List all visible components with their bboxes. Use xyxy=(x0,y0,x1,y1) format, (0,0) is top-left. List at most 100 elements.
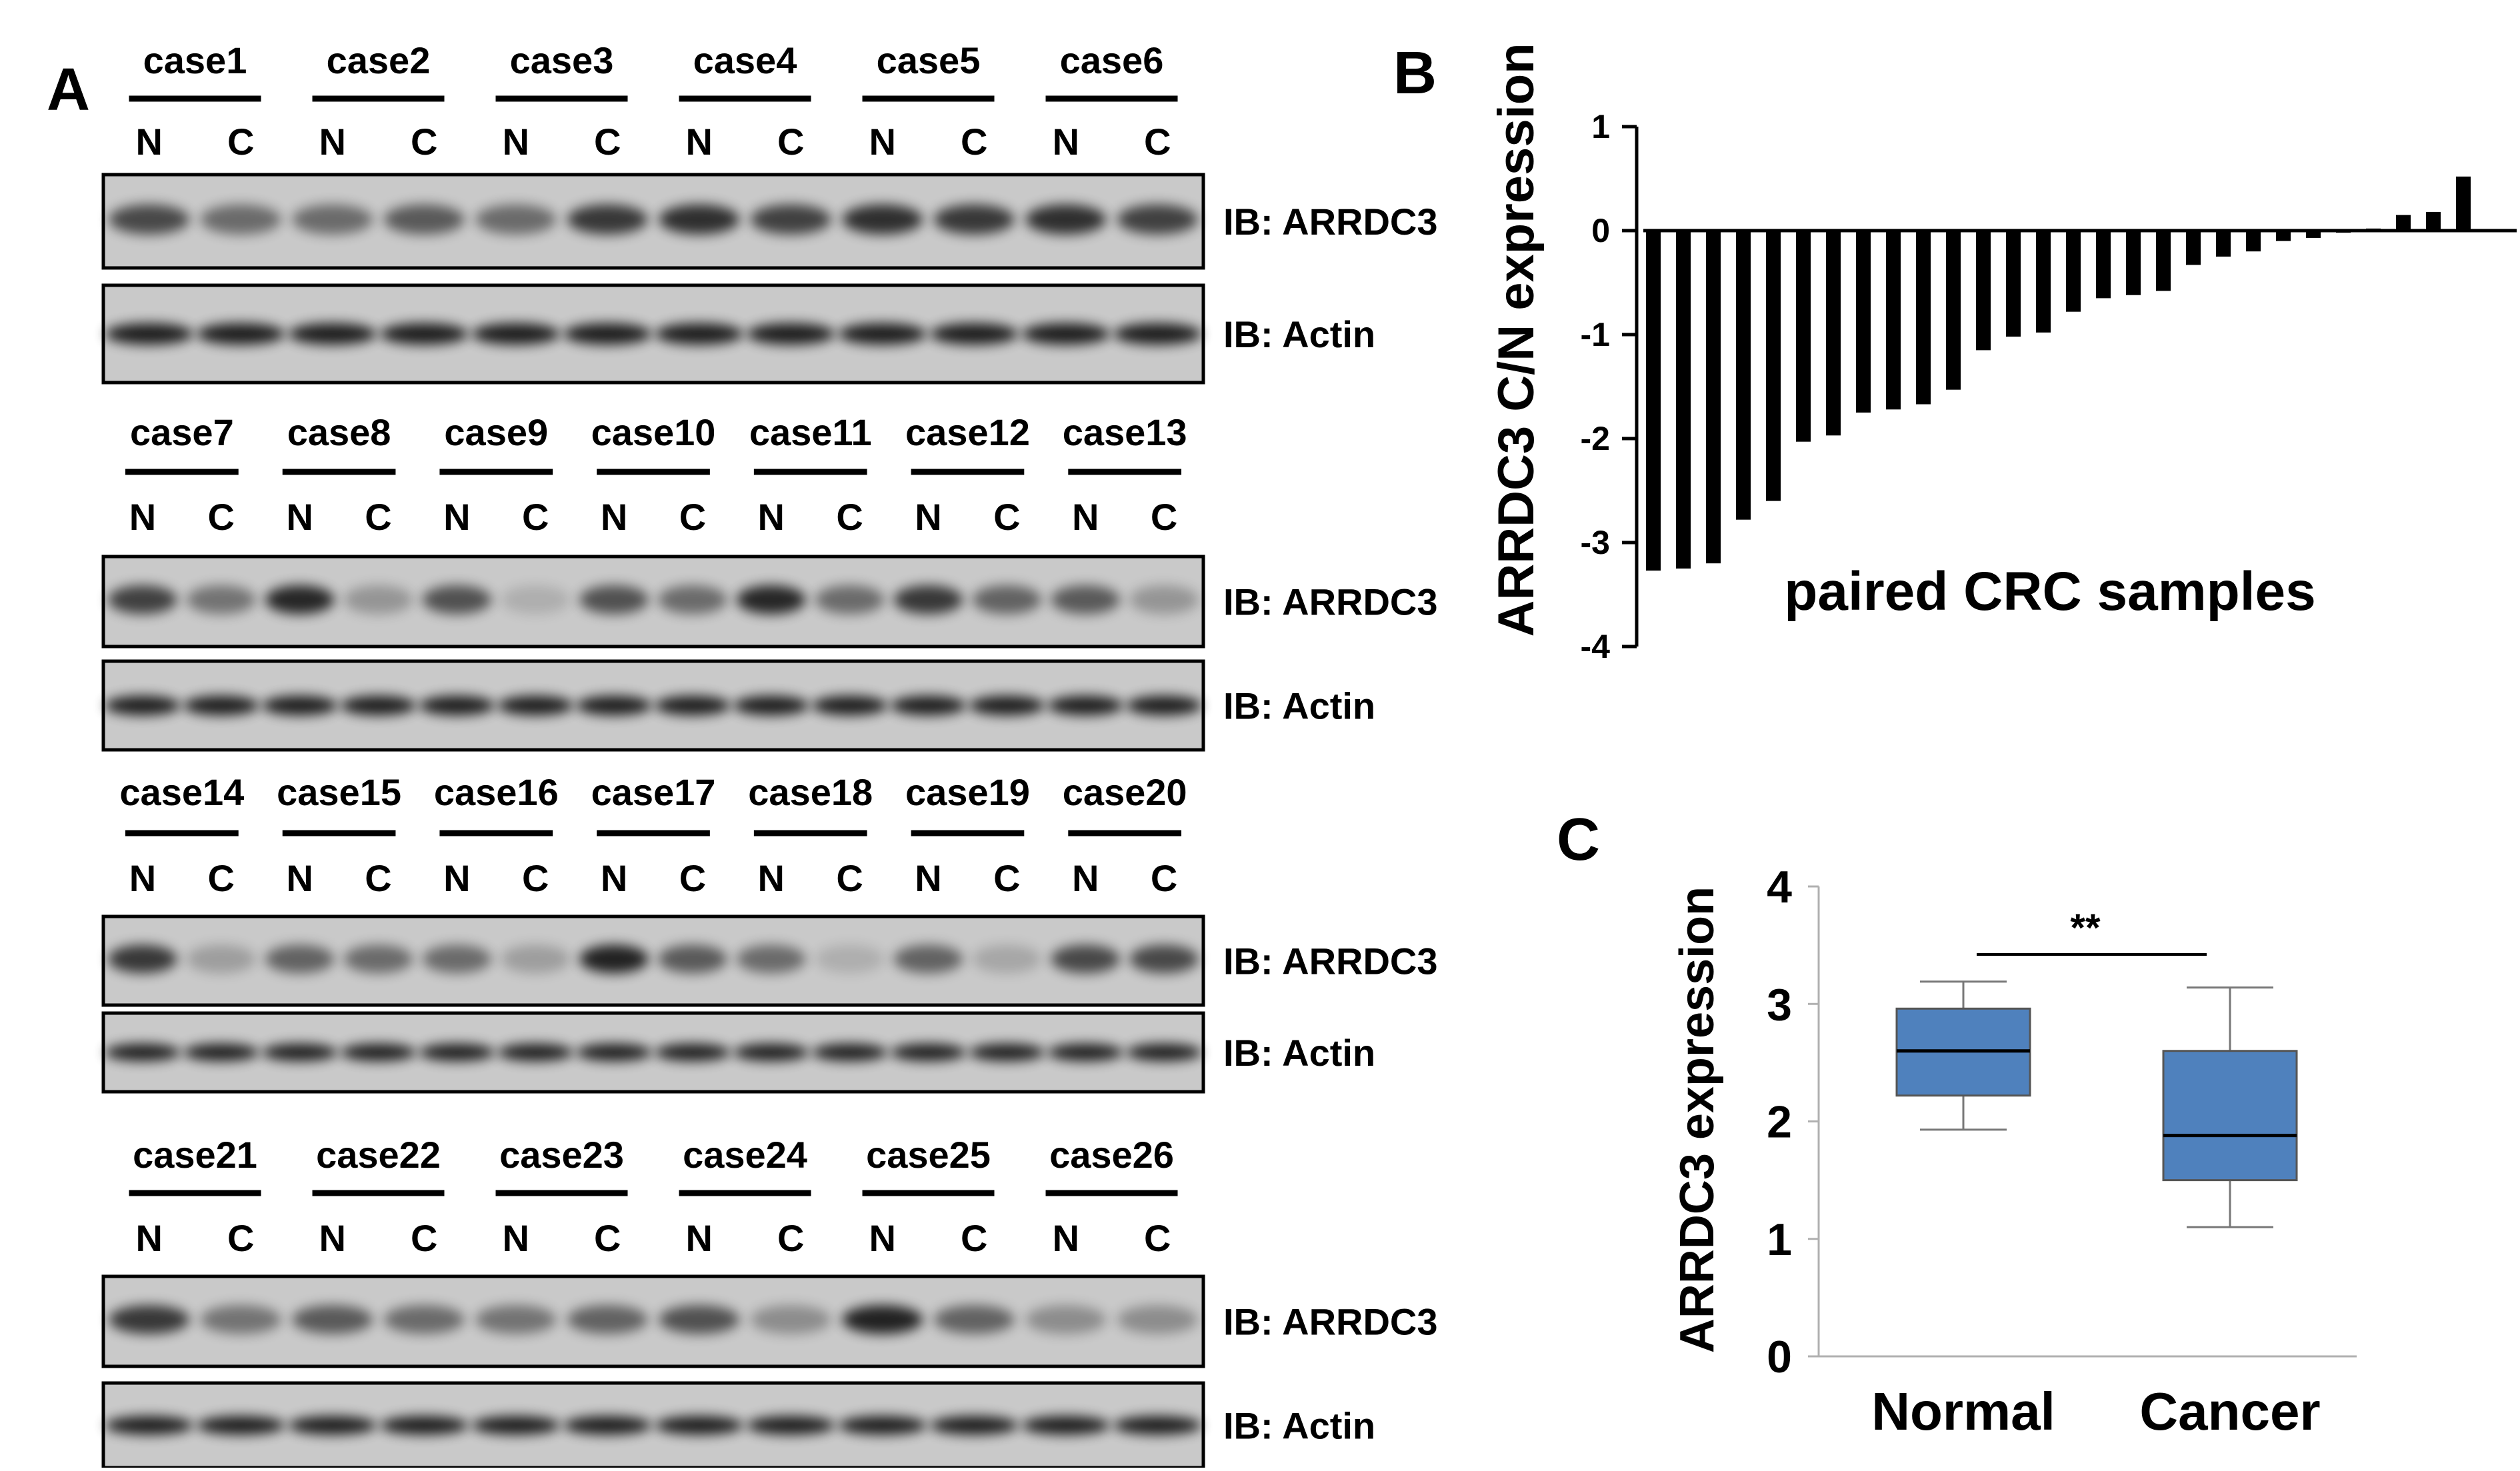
actin-band xyxy=(563,1416,652,1435)
lane-label-normal: N xyxy=(286,857,313,899)
lane-label-cancer: C xyxy=(411,1217,437,1259)
arrdc3-band xyxy=(933,1305,1015,1334)
blot-label-arrdc3: IB: ARRDC3 xyxy=(1223,201,1437,243)
blot-label-actin: IB: Actin xyxy=(1223,1405,1375,1447)
arrdc3-band xyxy=(343,944,413,974)
case-label: case18 xyxy=(748,771,873,813)
bar xyxy=(1766,231,1781,501)
lane-label-cancer: C xyxy=(1144,121,1171,163)
actin-band xyxy=(655,1044,731,1061)
actin-band xyxy=(380,323,469,345)
arrdc3-band xyxy=(186,944,256,974)
y-tick-label: 2 xyxy=(1767,1097,1792,1148)
actin-band xyxy=(838,323,927,345)
case-label: case24 xyxy=(683,1134,807,1176)
category-label: Cancer xyxy=(2139,1382,2320,1441)
arrdc3-band xyxy=(736,944,806,974)
actin-band xyxy=(930,1416,1019,1435)
arrdc3-blot-panel xyxy=(101,173,1205,270)
bar xyxy=(1886,231,1901,410)
box-plot-expression: 0 1 2 3 4 Normal Cancer ** ARRDC3 expression xyxy=(1671,862,2357,1441)
arrdc3-band xyxy=(567,204,648,235)
bar xyxy=(1796,231,1811,442)
x-axis-label: paired CRC samples xyxy=(1784,561,2316,622)
case-label: case14 xyxy=(119,771,244,813)
arrdc3-band xyxy=(893,944,963,974)
actin-band xyxy=(576,1044,652,1061)
arrdc3-band xyxy=(475,204,557,235)
arrdc3-band xyxy=(842,204,923,235)
lane-label-normal: N xyxy=(758,857,785,899)
arrdc3-band xyxy=(292,1305,373,1334)
actin-band xyxy=(419,695,495,716)
bar xyxy=(2276,231,2291,241)
arrdc3-band xyxy=(109,1305,190,1334)
lane-label-cancer: C xyxy=(208,857,235,899)
lane-label-cancer: C xyxy=(1151,857,1177,899)
lane-label-normal: N xyxy=(1072,496,1099,538)
actin-band xyxy=(930,323,1019,345)
actin-band xyxy=(655,1416,743,1435)
case-label: case13 xyxy=(1063,411,1187,453)
actin-band xyxy=(183,695,259,716)
case-label: case1 xyxy=(143,39,247,81)
actin-band xyxy=(747,1416,835,1435)
bar xyxy=(2336,231,2351,233)
actin-band xyxy=(105,323,193,345)
y-tick-label: 4 xyxy=(1767,862,1792,912)
lane-label-cancer: C xyxy=(227,121,254,163)
actin-band xyxy=(838,1416,927,1435)
lane-label-cancer: C xyxy=(993,857,1020,899)
y-tick-label: -1 xyxy=(1581,316,1610,353)
arrdc3-band xyxy=(579,585,649,615)
actin-band xyxy=(1126,695,1202,716)
lane-label-normal: N xyxy=(136,1217,163,1259)
lane-label-cancer: C xyxy=(777,121,804,163)
lane-label-cancer: C xyxy=(961,1217,987,1259)
actin-band xyxy=(733,1044,809,1061)
arrdc3-band xyxy=(750,1305,831,1334)
case-label: case9 xyxy=(444,411,548,453)
actin-band xyxy=(655,323,743,345)
lane-label-cancer: C xyxy=(679,496,706,538)
arrdc3-band xyxy=(1051,944,1121,974)
case-label: case26 xyxy=(1049,1134,1174,1176)
actin-band xyxy=(497,695,573,716)
bar xyxy=(2426,211,2441,231)
arrdc3-band xyxy=(422,944,492,974)
actin-band xyxy=(340,695,417,716)
y-tick-label: -3 xyxy=(1581,524,1610,561)
arrdc3-band xyxy=(186,585,256,615)
bar xyxy=(1646,231,1661,571)
lane-label-cancer: C xyxy=(679,857,706,899)
y-axis-label: ARRDC3 expression xyxy=(1671,886,1724,1353)
bar xyxy=(2186,231,2201,265)
actin-band xyxy=(262,1044,338,1061)
case-label: case12 xyxy=(905,411,1030,453)
case-label: case21 xyxy=(133,1134,257,1176)
case-label: case17 xyxy=(591,771,716,813)
case-label: case8 xyxy=(287,411,391,453)
bar xyxy=(1946,231,1961,390)
blot-label-arrdc3: IB: ARRDC3 xyxy=(1223,1301,1437,1343)
bar xyxy=(1856,231,1871,413)
case-label: case3 xyxy=(510,39,614,81)
case-label: case20 xyxy=(1063,771,1187,813)
lane-label-cancer: C xyxy=(836,496,863,538)
actin-band xyxy=(197,323,285,345)
category-label: Normal xyxy=(1871,1382,2055,1441)
lane-label-normal: N xyxy=(686,1217,713,1259)
blot-label-actin: IB: Actin xyxy=(1223,1032,1375,1074)
case-label: case7 xyxy=(130,411,234,453)
y-tick-label: 1 xyxy=(1767,1214,1792,1265)
blot-label-actin: IB: Actin xyxy=(1223,685,1375,727)
actin-band xyxy=(969,1044,1045,1061)
arrdc3-band xyxy=(383,1305,465,1334)
arrdc3-band xyxy=(1051,585,1121,615)
actin-band xyxy=(1113,1416,1202,1435)
lane-label-normal: N xyxy=(319,121,346,163)
bar xyxy=(2036,231,2051,333)
